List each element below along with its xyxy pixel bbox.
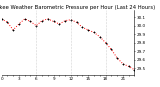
Title: Milwaukee Weather Barometric Pressure per Hour (Last 24 Hours): Milwaukee Weather Barometric Pressure pe…	[0, 5, 155, 10]
